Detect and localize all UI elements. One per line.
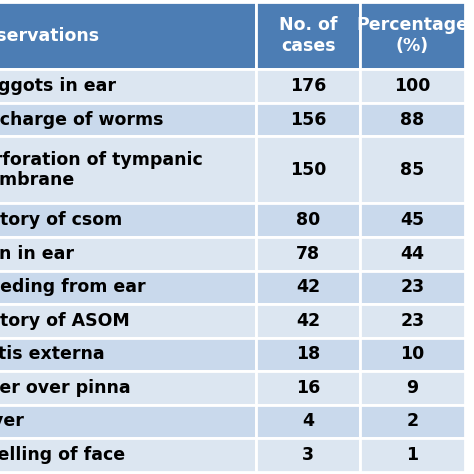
Bar	[256, 271, 360, 304]
Text: History of csom: History of csom	[0, 211, 122, 229]
Text: 18: 18	[296, 346, 320, 363]
Bar	[360, 337, 465, 371]
Bar	[256, 69, 360, 103]
Bar	[360, 237, 465, 271]
Text: 88: 88	[400, 111, 425, 128]
Text: 45: 45	[401, 211, 424, 229]
Bar	[256, 103, 360, 137]
Text: 150: 150	[290, 161, 326, 179]
Text: 156: 156	[290, 111, 326, 128]
Bar	[0, 371, 256, 405]
Bar	[360, 438, 465, 472]
Text: Observations: Observations	[0, 27, 100, 45]
Text: 9: 9	[406, 379, 419, 397]
Text: 2: 2	[406, 412, 419, 430]
Text: Bleeding from ear: Bleeding from ear	[0, 278, 146, 296]
Text: 23: 23	[401, 278, 424, 296]
Bar	[0, 237, 256, 271]
Bar	[360, 137, 465, 203]
Text: History of ASOM: History of ASOM	[0, 312, 130, 330]
Bar	[256, 304, 360, 337]
Text: 85: 85	[400, 161, 425, 179]
Text: Pain in ear: Pain in ear	[0, 245, 74, 263]
Bar	[256, 371, 360, 405]
Bar	[360, 271, 465, 304]
Text: 44: 44	[401, 245, 424, 263]
Bar	[0, 203, 256, 237]
Bar	[0, 271, 256, 304]
Text: Otitis externa: Otitis externa	[0, 346, 105, 363]
Text: Fever: Fever	[0, 412, 24, 430]
Bar	[360, 371, 465, 405]
Bar	[360, 2, 465, 69]
Text: Percentage
(%): Percentage (%)	[356, 17, 468, 55]
Bar	[360, 69, 465, 103]
Text: 42: 42	[296, 312, 320, 330]
Bar	[360, 203, 465, 237]
Text: 176: 176	[290, 77, 326, 95]
Text: 3: 3	[302, 446, 314, 464]
Text: No. of
cases: No. of cases	[279, 17, 337, 55]
Bar	[0, 69, 256, 103]
Text: Ulcer over pinna: Ulcer over pinna	[0, 379, 131, 397]
Text: 16: 16	[296, 379, 320, 397]
Text: 23: 23	[401, 312, 424, 330]
Bar	[360, 103, 465, 137]
Bar	[256, 438, 360, 472]
Bar	[256, 2, 360, 69]
Text: Perforation of tympanic
membrane: Perforation of tympanic membrane	[0, 151, 203, 189]
Bar	[360, 304, 465, 337]
Text: 42: 42	[296, 278, 320, 296]
Bar	[0, 337, 256, 371]
Text: 10: 10	[400, 346, 425, 363]
Bar	[0, 103, 256, 137]
Bar	[256, 203, 360, 237]
Text: 78: 78	[296, 245, 320, 263]
Text: Discharge of worms: Discharge of worms	[0, 111, 164, 128]
Bar	[256, 137, 360, 203]
Text: Swelling of face: Swelling of face	[0, 446, 125, 464]
Bar	[0, 304, 256, 337]
Text: 1: 1	[406, 446, 419, 464]
Bar	[360, 405, 465, 438]
Text: 80: 80	[296, 211, 320, 229]
Text: 100: 100	[394, 77, 430, 95]
Text: 4: 4	[302, 412, 314, 430]
Bar	[256, 337, 360, 371]
Bar	[0, 137, 256, 203]
Bar	[0, 405, 256, 438]
Bar	[0, 2, 256, 69]
Text: Maggots in ear: Maggots in ear	[0, 77, 116, 95]
Bar	[256, 237, 360, 271]
Bar	[0, 438, 256, 472]
Bar	[256, 405, 360, 438]
